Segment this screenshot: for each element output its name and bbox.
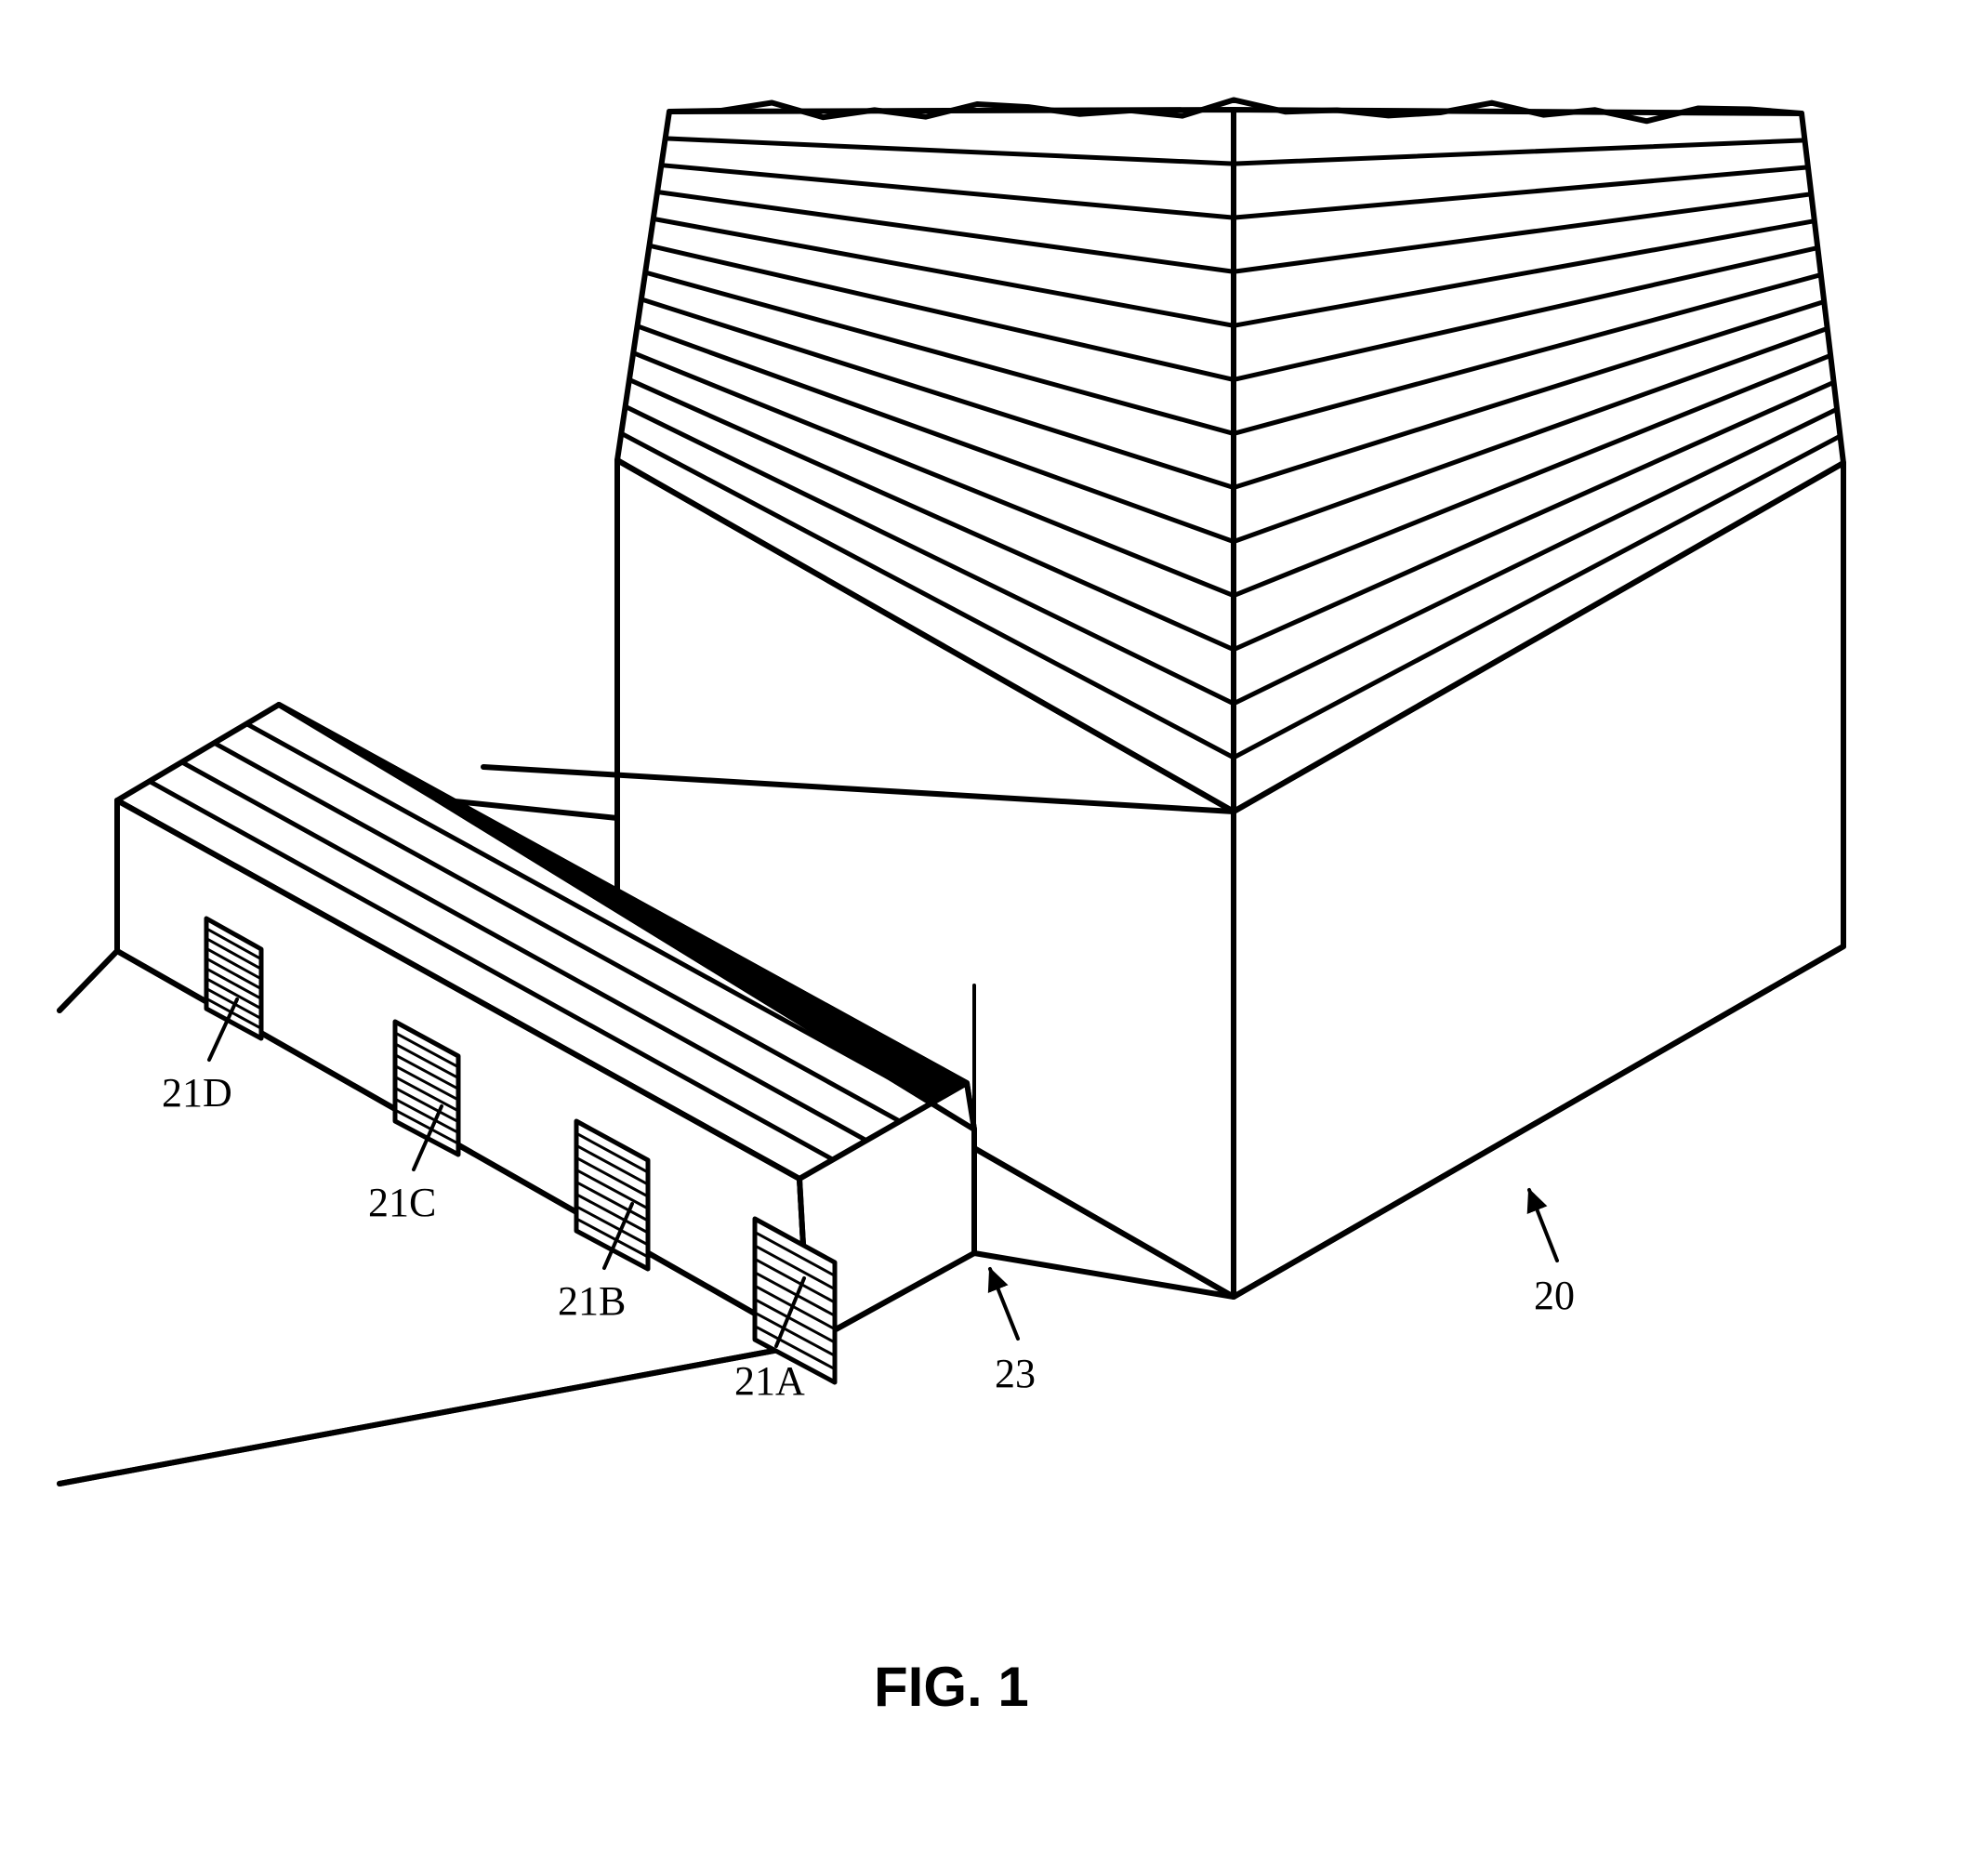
label-21C: 21C bbox=[368, 1179, 436, 1226]
label-21D: 21D bbox=[162, 1069, 232, 1116]
label-23: 23 bbox=[995, 1350, 1036, 1397]
figure-svg bbox=[0, 0, 1981, 1876]
figure-page: FIG. 1 21D 21C 21B 21A 23 20 bbox=[0, 0, 1981, 1876]
label-21A: 21A bbox=[734, 1357, 805, 1405]
label-20: 20 bbox=[1534, 1272, 1575, 1319]
figure-caption: FIG. 1 bbox=[874, 1655, 1029, 1719]
label-21B: 21B bbox=[558, 1277, 626, 1325]
